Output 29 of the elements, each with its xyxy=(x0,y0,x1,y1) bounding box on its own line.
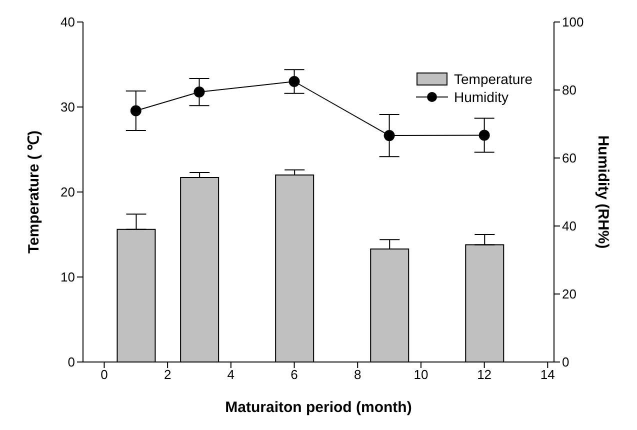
y-tick-label: 10 xyxy=(60,270,75,285)
x-tick-label: 10 xyxy=(414,367,428,382)
legend-label: Temperature xyxy=(454,71,533,87)
x-tick-label: 6 xyxy=(290,367,298,382)
point xyxy=(384,130,395,142)
y-tick-label: 0 xyxy=(68,354,75,370)
x-tick-label: 0 xyxy=(100,367,108,382)
x-tick-label: 14 xyxy=(540,367,555,382)
y2-tick-label: 60 xyxy=(562,150,576,166)
y-axis-title: Temperature ( ℃) xyxy=(25,130,42,254)
y-tick-label: 40 xyxy=(60,14,75,30)
x-tick-label: 8 xyxy=(354,367,362,382)
point xyxy=(130,105,142,116)
y2-axis-title: Humidity (RH%) xyxy=(594,135,612,249)
x-tick-label: 12 xyxy=(477,367,492,382)
point xyxy=(478,130,490,141)
point xyxy=(288,76,300,87)
point xyxy=(194,86,205,98)
x-tick-label: 4 xyxy=(227,367,235,382)
y2-tick-label: 80 xyxy=(562,82,576,98)
y2-tick-label: 100 xyxy=(562,14,584,30)
y-tick-label: 20 xyxy=(60,184,75,200)
y-tick-label: 30 xyxy=(60,100,75,115)
legend-label: Humidity xyxy=(454,89,508,105)
y2-tick-label: 0 xyxy=(562,354,570,370)
y2-tick-label: 40 xyxy=(562,218,576,234)
x-tick-label: 2 xyxy=(164,367,172,382)
y2-tick-label: 20 xyxy=(562,286,576,302)
x-axis-title: Maturaiton period (month) xyxy=(225,399,412,416)
